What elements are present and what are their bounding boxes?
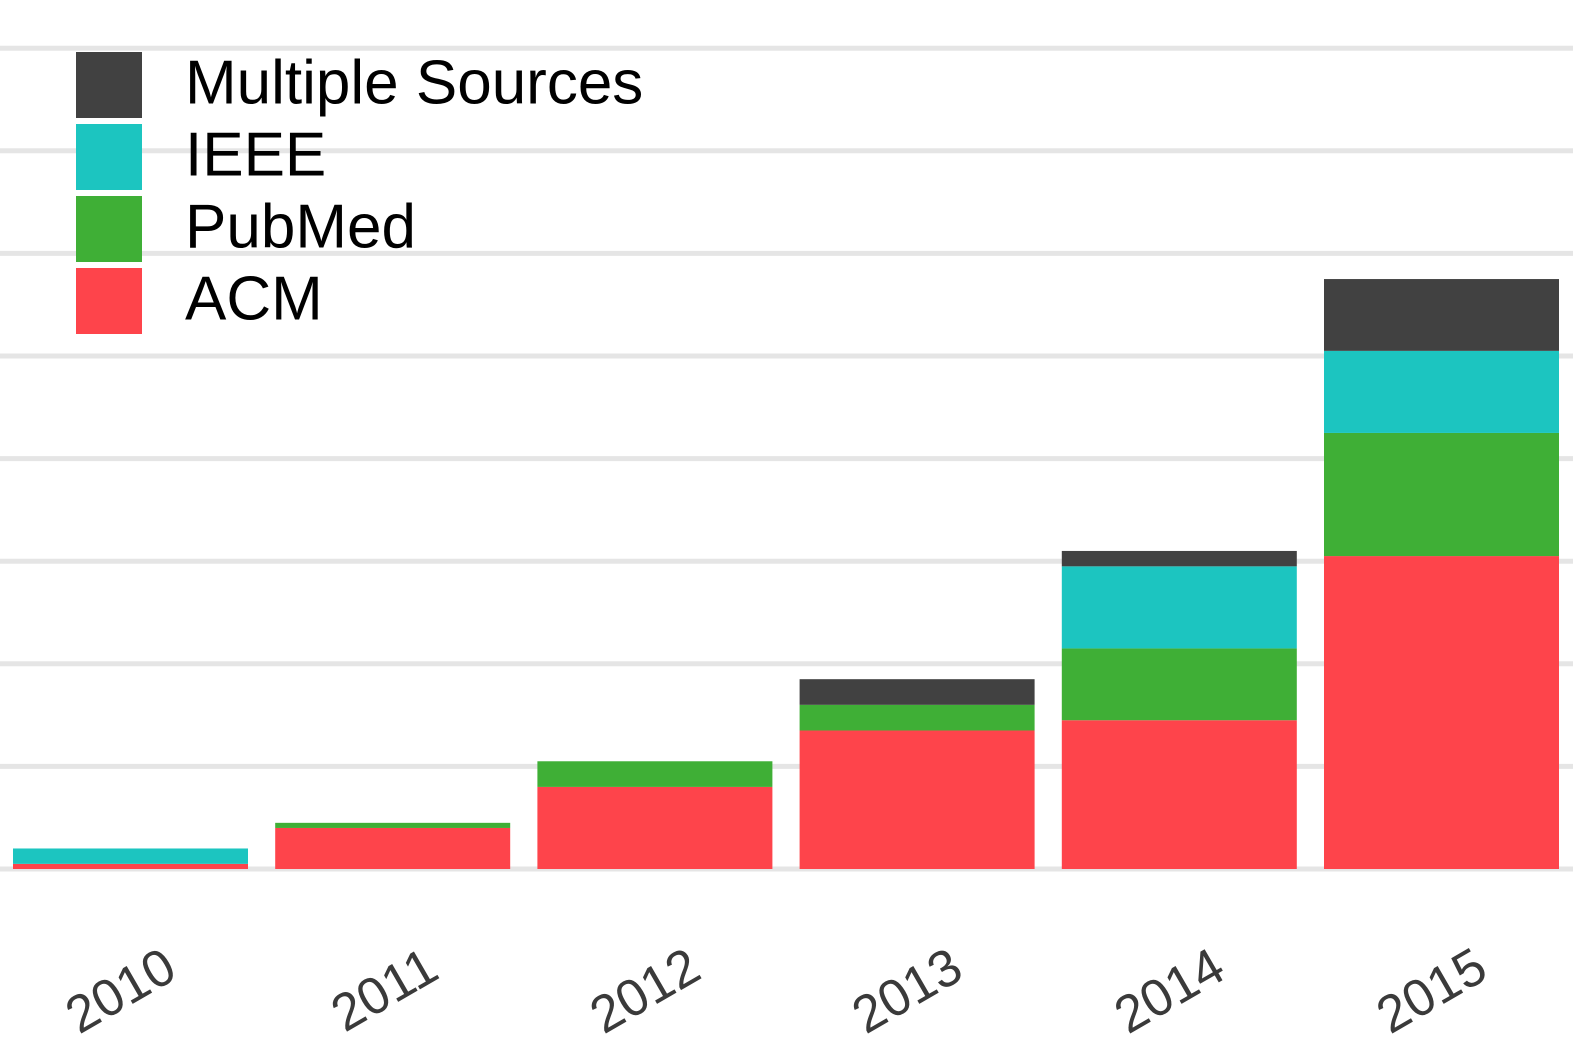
bar-stack-2010 — [13, 848, 248, 869]
bar-stack-2013 — [799, 679, 1035, 869]
bar-2014-pubmed — [1061, 648, 1297, 721]
bar-2014-multiple-sources — [1061, 550, 1297, 567]
bar-stack-2012 — [537, 761, 773, 869]
x-axis-tick-labels: 2010 2011 2012 2013 2014 2015 — [56, 937, 1496, 1039]
bar-2013-pubmed — [799, 704, 1035, 731]
bar-2014-acm — [1061, 720, 1297, 869]
bar-2015-pubmed — [1324, 432, 1559, 557]
x-tick-label-2015: 2015 — [1367, 937, 1496, 1039]
bar-2012-acm — [537, 786, 773, 869]
bar-stack-2014 — [1061, 550, 1297, 869]
bars — [13, 279, 1559, 869]
bar-2010-acm — [13, 863, 248, 869]
legend-label-acm: ACM — [185, 264, 323, 333]
gridlines — [0, 45, 1573, 872]
bar-2015-multiple-sources — [1324, 279, 1559, 351]
legend-label-pubmed: PubMed — [185, 192, 416, 261]
bar-2013-acm — [799, 730, 1035, 869]
x-tick-label-2013: 2013 — [843, 937, 972, 1039]
bar-2012-pubmed — [537, 761, 773, 787]
bar-2013-multiple-sources — [799, 679, 1035, 705]
bar-stack-2011 — [275, 822, 511, 869]
legend-key-pubmed — [76, 196, 142, 262]
x-tick-label-2011: 2011 — [322, 937, 448, 1039]
legend-label-ieee: IEEE — [185, 120, 326, 189]
bar-stack-2015 — [1324, 279, 1559, 869]
legend-key-acm — [76, 268, 142, 334]
legend-key-multiple-sources — [76, 52, 142, 118]
bar-2010-ieee — [13, 848, 248, 864]
bar-2015-ieee — [1324, 350, 1559, 433]
bar-2011-pubmed — [275, 822, 511, 828]
legend-key-ieee — [76, 124, 142, 190]
bar-2011-acm — [275, 827, 511, 869]
x-tick-label-2014: 2014 — [1105, 937, 1234, 1039]
bar-2014-ieee — [1061, 566, 1297, 649]
legend-label-multiple-sources: Multiple Sources — [185, 48, 643, 117]
x-tick-label-2012: 2012 — [581, 937, 710, 1039]
bar-2015-acm — [1324, 556, 1559, 869]
x-tick-label-2010: 2010 — [56, 937, 185, 1039]
